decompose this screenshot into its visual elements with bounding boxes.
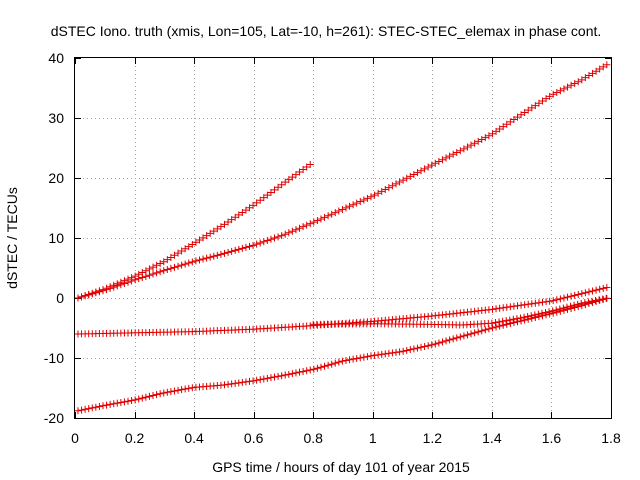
y-tick-label: 10 bbox=[48, 230, 64, 246]
data-series bbox=[309, 294, 610, 329]
x-tick-label: 1.6 bbox=[542, 430, 562, 446]
grid bbox=[75, 58, 611, 418]
y-tick-label: 40 bbox=[48, 50, 64, 66]
plot-frame bbox=[74, 57, 612, 419]
x-tick-label: 0.2 bbox=[125, 430, 145, 446]
chart-title: dSTEC Iono. truth (xmis, Lon=105, Lat=-1… bbox=[51, 23, 602, 39]
x-tick-label: 1.2 bbox=[423, 430, 443, 446]
y-axis-label: dSTEC / TECUs bbox=[4, 187, 20, 289]
plus-marker bbox=[74, 61, 611, 302]
x-tick-label: 0.6 bbox=[244, 430, 264, 446]
y-tick-label: -10 bbox=[44, 350, 64, 366]
x-tick-label: 1.8 bbox=[601, 430, 621, 446]
y-tick-label: 0 bbox=[56, 290, 64, 306]
data-series bbox=[74, 294, 611, 415]
plus-marker bbox=[74, 283, 611, 338]
y-tick-label: -20 bbox=[44, 410, 64, 426]
x-axis-label: GPS time / hours of day 101 of year 2015 bbox=[212, 459, 470, 475]
data-series bbox=[74, 61, 611, 302]
y-tick-label: 20 bbox=[48, 170, 64, 186]
x-tick-label: 0.8 bbox=[303, 430, 323, 446]
y-tick-label: 30 bbox=[48, 110, 64, 126]
plus-marker bbox=[74, 294, 611, 415]
axis-ticks: 0 0.2 0.4 0.6 0.8 1 1.2 1.4 1.6 1.8 -20 -10 0 10 20 30 4… bbox=[44, 50, 621, 446]
x-tick-label: 0 bbox=[71, 430, 79, 446]
x-tick-label: 1.4 bbox=[482, 430, 502, 446]
data-series bbox=[74, 283, 611, 338]
data-markers bbox=[74, 61, 611, 415]
x-tick-label: 1 bbox=[369, 430, 377, 446]
plus-marker bbox=[309, 294, 610, 329]
x-tick-label: 0.4 bbox=[184, 430, 204, 446]
